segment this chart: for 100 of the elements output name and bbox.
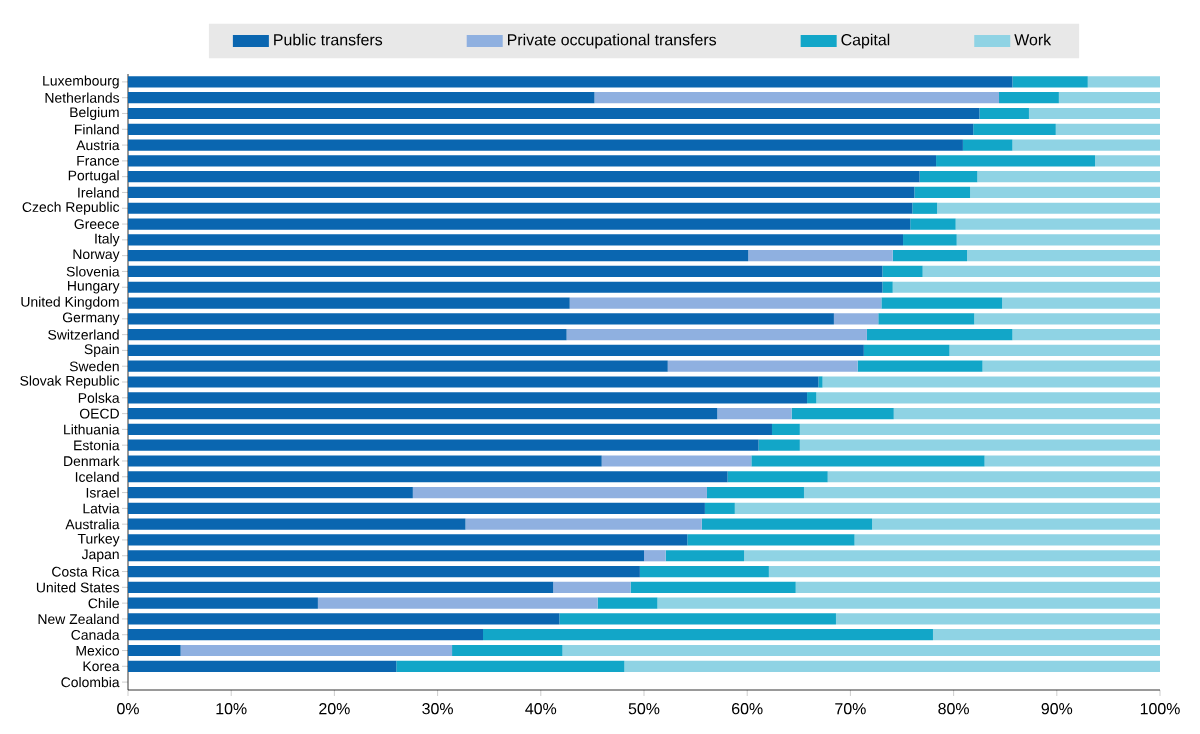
bar (967, 250, 1161, 262)
bar (128, 360, 668, 372)
bar (180, 644, 453, 657)
bar (687, 534, 855, 546)
bar (128, 518, 466, 530)
bar (903, 234, 957, 246)
bar (854, 534, 1161, 546)
bar (882, 265, 923, 278)
bar (910, 218, 956, 230)
bar (601, 455, 752, 467)
bar (128, 660, 397, 672)
bar (452, 644, 563, 657)
bar (128, 76, 1013, 88)
bar (128, 502, 705, 514)
bar (128, 534, 688, 546)
bar (914, 186, 971, 199)
bar (128, 234, 904, 246)
bar (758, 439, 800, 451)
bar (128, 597, 318, 609)
bar (863, 344, 950, 357)
bar (701, 518, 873, 530)
bar (999, 92, 1059, 104)
bar (704, 502, 735, 514)
bar (881, 297, 1003, 309)
bar (799, 423, 1161, 435)
bar (566, 329, 867, 341)
bar (128, 629, 484, 641)
bar (892, 250, 968, 262)
bar (803, 486, 1161, 499)
bar (892, 281, 1161, 293)
bar (128, 265, 883, 278)
bar (706, 486, 804, 499)
bar (1058, 92, 1161, 104)
bar (128, 250, 749, 262)
bar (128, 202, 913, 214)
bar (872, 518, 1161, 530)
bar (559, 613, 836, 625)
bar (128, 171, 920, 183)
bar (483, 629, 933, 641)
bar (973, 123, 1056, 135)
bar (128, 329, 567, 341)
bar (128, 644, 181, 657)
bar (128, 392, 808, 404)
bar (128, 613, 560, 625)
bar (857, 360, 983, 372)
bar (955, 218, 1161, 230)
bar (1055, 123, 1161, 135)
bar (919, 171, 978, 183)
bar (128, 186, 915, 199)
bar (128, 297, 570, 309)
bar (936, 155, 1095, 167)
bar (807, 392, 817, 404)
bar (594, 92, 1000, 104)
bar (624, 660, 1161, 672)
bar (827, 471, 1161, 483)
bar (657, 597, 1161, 609)
bar (128, 344, 864, 357)
bar (317, 597, 598, 609)
bar (791, 407, 894, 420)
bar (822, 376, 1161, 388)
bar (412, 486, 707, 499)
bar (962, 139, 1013, 151)
bar (795, 581, 1161, 593)
bar (630, 581, 796, 593)
bar (128, 281, 883, 293)
bar (1012, 76, 1088, 88)
bar (569, 297, 882, 309)
bar (727, 471, 828, 483)
bar (932, 629, 1161, 641)
bar (128, 439, 759, 451)
bar (922, 265, 1161, 278)
bar (667, 360, 858, 372)
bar (1094, 155, 1161, 167)
bar (128, 455, 602, 467)
bar (744, 550, 1161, 562)
bar (833, 313, 879, 325)
bar (734, 502, 1161, 514)
bar (128, 139, 963, 151)
bar (128, 155, 937, 167)
bar (128, 123, 974, 135)
bar (768, 565, 1161, 578)
bar (128, 407, 718, 420)
bar (644, 550, 666, 562)
bar (1002, 297, 1161, 309)
bar (835, 613, 1161, 625)
bar (128, 376, 819, 388)
bar (882, 281, 893, 293)
bar (866, 329, 1013, 341)
bar (982, 360, 1161, 372)
bar (128, 107, 980, 120)
bar (956, 234, 1161, 246)
bar (1012, 329, 1161, 341)
bar (970, 186, 1161, 199)
bar (1028, 107, 1161, 120)
bar (949, 344, 1161, 357)
bar (912, 202, 938, 214)
bar (751, 455, 985, 467)
bar (597, 597, 658, 609)
bar (128, 486, 413, 499)
bar (717, 407, 792, 420)
